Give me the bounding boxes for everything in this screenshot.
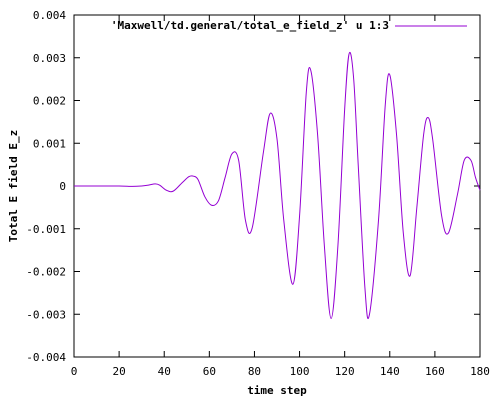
x-tick-label: 140 (380, 365, 400, 378)
x-axis-title: time step (247, 384, 307, 397)
y-tick-label: 0 (59, 180, 66, 193)
series-line (74, 51, 481, 320)
x-tick-label: 160 (425, 365, 445, 378)
y-tick-label: -0.002 (26, 266, 66, 279)
x-tick-label: 40 (158, 365, 171, 378)
x-tick-label: 60 (203, 365, 216, 378)
y-axis-title: Total E field E_z (7, 130, 20, 243)
x-tick-label: 180 (470, 365, 490, 378)
x-tick-label: 120 (335, 365, 355, 378)
legend-label: 'Maxwell/td.general/total_e_field_z' u 1… (111, 19, 389, 32)
x-tick-label: 100 (290, 365, 310, 378)
x-tick-label: 80 (248, 365, 261, 378)
ticks-layer: 0 20 40 60 80 100 120 140 160 180 -0.004 -0.003 -0.0… (26, 9, 490, 378)
series-layer (74, 51, 481, 320)
y-tick-label: -0.004 (26, 351, 66, 364)
y-tick-label: -0.001 (26, 223, 66, 236)
y-tick-label: -0.003 (26, 308, 66, 321)
legend: 'Maxwell/td.general/total_e_field_z' u 1… (111, 19, 467, 32)
y-tick-label: 0.003 (33, 52, 66, 65)
x-tick-label: 20 (112, 365, 125, 378)
y-tick-label: 0.001 (33, 137, 66, 150)
y-tick-label: 0.004 (33, 9, 66, 22)
x-tick-label: 0 (71, 365, 78, 378)
y-tick-label: 0.002 (33, 95, 66, 108)
